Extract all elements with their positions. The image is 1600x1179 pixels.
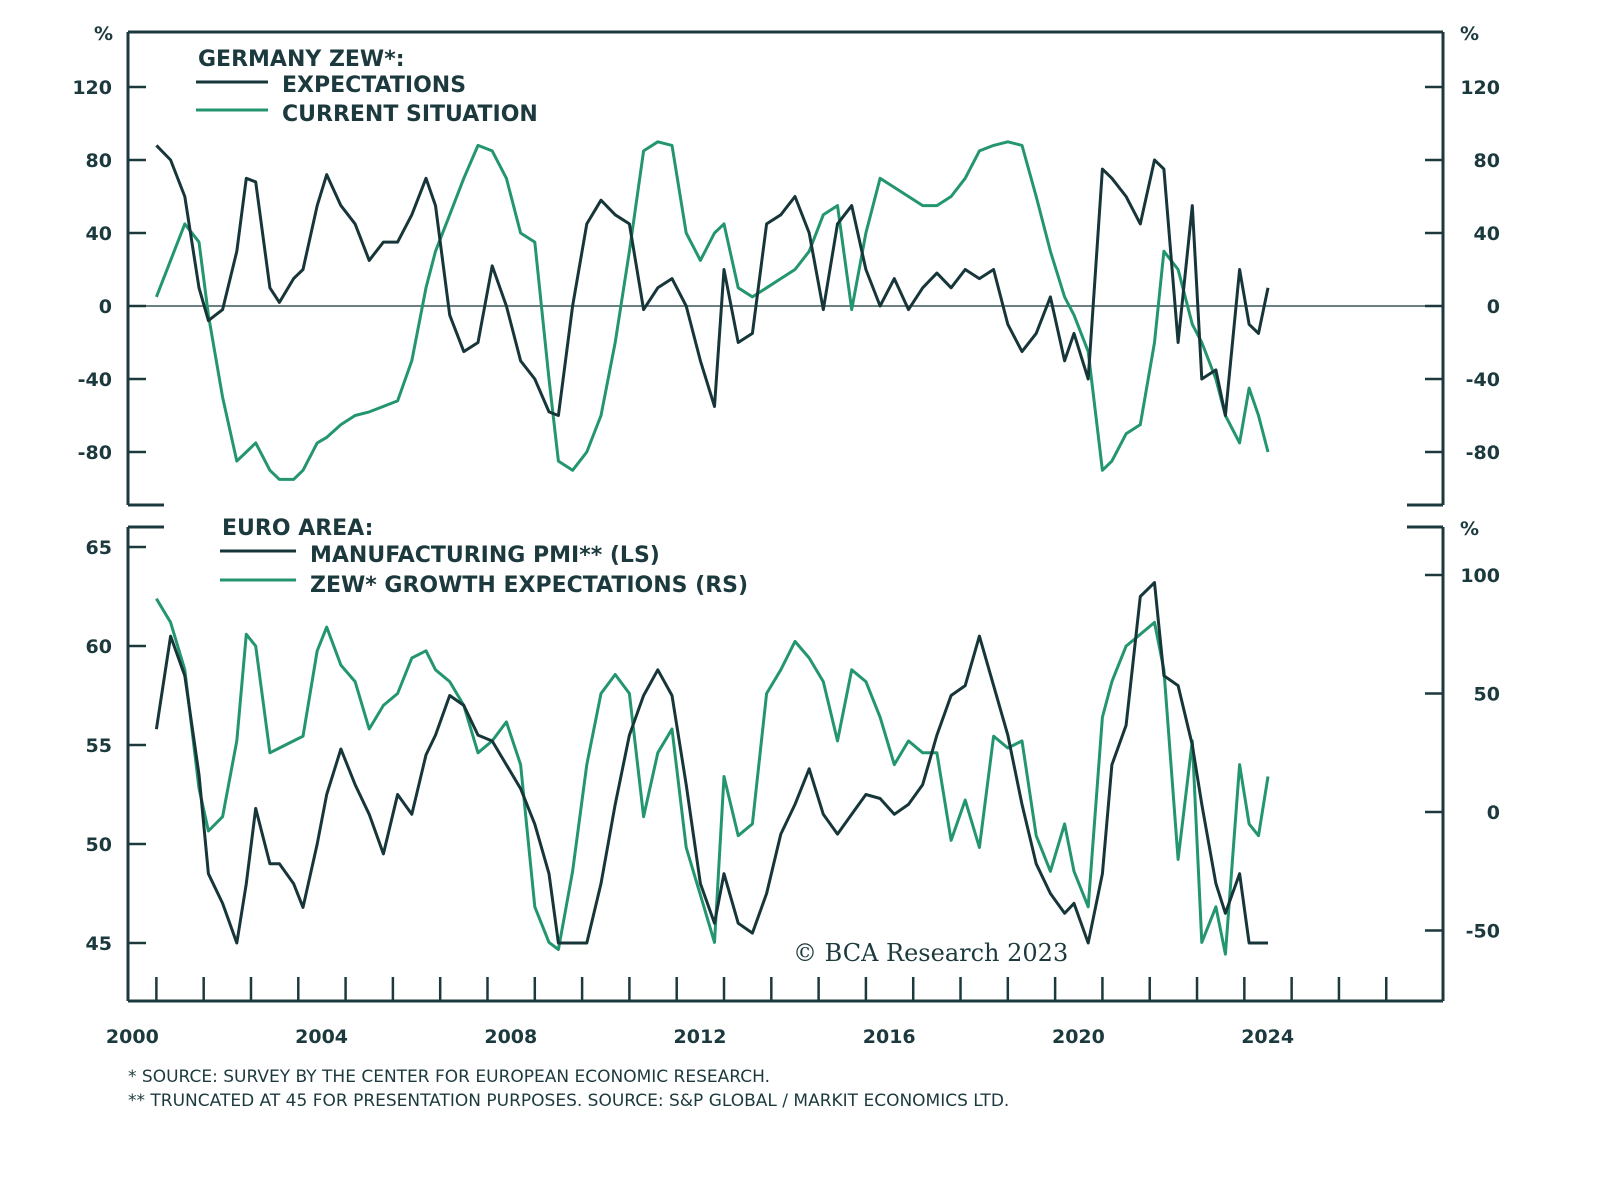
series-layer — [154, 140, 1270, 956]
series-current-situation — [155, 140, 1270, 481]
left-ytick-label: 40 — [86, 223, 112, 245]
series-zew-growth-expectations — [155, 597, 1270, 956]
bottom-panel-axes: 45 50 55 60 65 -50 0 50 100 — [86, 537, 1500, 955]
left-ytick-label: -40 — [78, 369, 112, 391]
top-panel-title: GERMANY ZEW*: — [198, 47, 405, 72]
footnote-2: ** TRUNCATED AT 45 FOR PRESENTATION PURP… — [128, 1091, 1009, 1111]
legend-label-current-situation: CURRENT SITUATION — [282, 102, 538, 127]
left-ytick-label: 120 — [72, 77, 112, 99]
x-tick-label: 2008 — [484, 1026, 537, 1048]
left-ytick-label: -80 — [78, 442, 112, 464]
legend-label-zew-growth: ZEW* GROWTH EXPECTATIONS (RS) — [310, 573, 748, 598]
left-ytick-label: 80 — [86, 150, 112, 172]
right-ytick-label: 0 — [1487, 802, 1500, 824]
right-ytick-label: 80 — [1474, 150, 1500, 172]
legend-label-pmi: MANUFACTURING PMI** (LS) — [310, 543, 660, 568]
credit-watermark: © BCA Research 2023 — [793, 939, 1068, 967]
right-ytick-label: 120 — [1460, 77, 1500, 99]
top-panel-axes: -80 -80 -40 -40 0 0 40 40 80 80 120 120 — [72, 77, 1500, 464]
left-ytick-label: 0 — [99, 296, 112, 318]
right-ytick-label: -40 — [1466, 369, 1500, 391]
chart-frames — [126, 30, 1445, 1003]
right-ytick-label: 100 — [1460, 565, 1500, 587]
series-expectations — [155, 144, 1270, 417]
right-ytick-label: 40 — [1474, 223, 1500, 245]
x-tick-label: 2000 — [106, 1026, 159, 1048]
right-ytick-label: -50 — [1466, 921, 1500, 943]
right-ytick-label: 0 — [1487, 296, 1500, 318]
x-tick-label: 2012 — [674, 1026, 727, 1048]
right-ytick-label: -80 — [1466, 442, 1500, 464]
x-axis: 2000 2004 2008 2012 2016 2020 2024 — [106, 977, 1388, 1048]
x-tick-label: 2020 — [1052, 1026, 1105, 1048]
footnote-1: * SOURCE: SURVEY BY THE CENTER FOR EUROP… — [128, 1067, 770, 1087]
top-left-unit: % — [94, 23, 113, 45]
left-ytick-label: 65 — [86, 537, 112, 559]
left-ytick-label: 60 — [86, 636, 112, 658]
left-ytick-label: 45 — [86, 933, 112, 955]
x-tick-label: 2004 — [295, 1026, 348, 1048]
legend-label-expectations: EXPECTATIONS — [282, 73, 466, 98]
x-tick-label: 2016 — [863, 1026, 916, 1048]
series-manufacturing-pmi — [154, 581, 1268, 945]
left-ytick-label: 55 — [86, 735, 112, 757]
left-ytick-label: 50 — [86, 834, 112, 856]
x-tick-label: 2024 — [1241, 1026, 1294, 1048]
right-ytick-label: 50 — [1474, 684, 1500, 706]
bottom-panel-title: EURO AREA: — [222, 516, 373, 541]
top-right-unit: % — [1460, 23, 1479, 45]
bottom-right-unit: % — [1460, 518, 1479, 540]
